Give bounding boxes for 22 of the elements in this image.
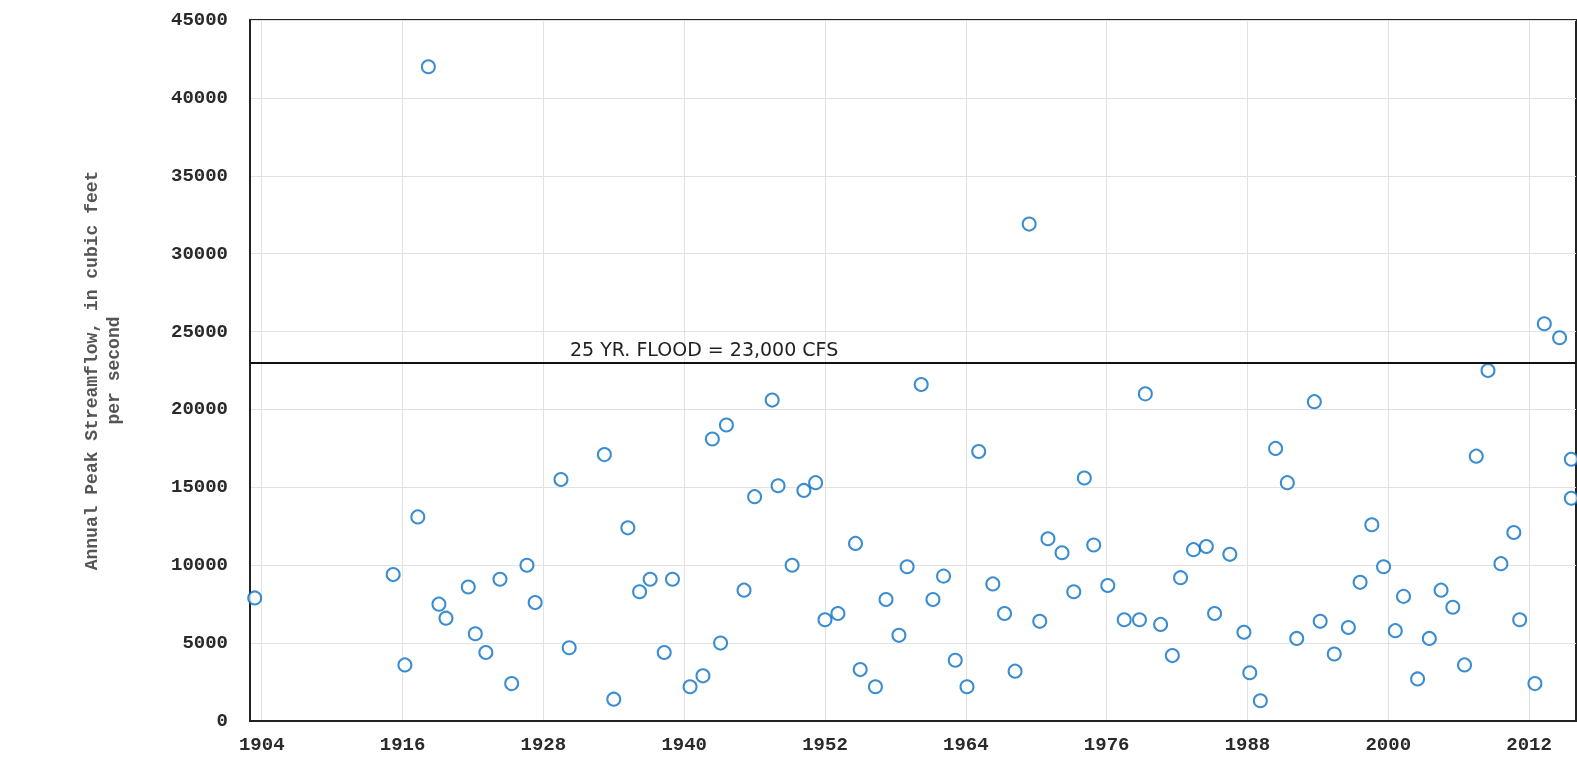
x-tick-label: 1904 xyxy=(238,733,285,756)
y-tick-label: 35000 xyxy=(170,164,228,187)
y-axis-title: Annual Peak Streamflow, in cubic feet per second xyxy=(82,170,124,571)
x-tick-label: 1964 xyxy=(943,733,989,756)
x-tick-label: 1916 xyxy=(379,733,426,756)
x-tick-label: 1928 xyxy=(520,733,567,756)
y-tick-label: 45000 xyxy=(170,9,228,31)
y-tick-label: 40000 xyxy=(170,86,228,109)
x-tick-label: 2012 xyxy=(1506,733,1552,756)
y-tick-label: 5000 xyxy=(182,632,228,655)
y-tick-label: 30000 xyxy=(170,242,228,265)
x-tick-label: 1976 xyxy=(1083,733,1130,756)
x-tick-label: 1952 xyxy=(802,733,848,756)
x-tick-label: 1988 xyxy=(1224,733,1271,756)
x-tick-label: 2000 xyxy=(1365,733,1412,756)
y-tick-label: 0 xyxy=(216,710,228,732)
y-tick-label: 10000 xyxy=(170,554,228,577)
y-tick-label: 25000 xyxy=(170,320,228,343)
ref-line-label: 25 YR. FLOOD = 23,000 CFS xyxy=(570,338,839,361)
x-tick-label: 1940 xyxy=(661,733,707,756)
y-tick-label: 15000 xyxy=(170,476,228,499)
y-tick-label: 20000 xyxy=(170,398,228,421)
